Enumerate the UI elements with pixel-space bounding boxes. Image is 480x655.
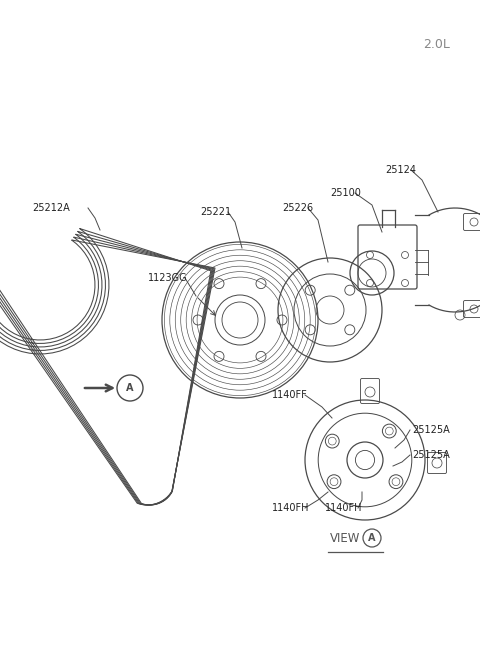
- Text: VIEW: VIEW: [330, 531, 360, 544]
- Text: 25212A: 25212A: [32, 203, 70, 213]
- Text: A: A: [368, 533, 376, 543]
- Text: 1140FF: 1140FF: [272, 390, 308, 400]
- Text: 25100: 25100: [330, 188, 361, 198]
- Text: 25125A: 25125A: [412, 450, 450, 460]
- Text: A: A: [126, 383, 134, 393]
- Text: 25226: 25226: [282, 203, 313, 213]
- Text: 1123GG: 1123GG: [148, 273, 188, 283]
- Text: 25124: 25124: [385, 165, 416, 175]
- Text: 1140FH: 1140FH: [272, 503, 310, 513]
- Text: 1140FH: 1140FH: [325, 503, 362, 513]
- Text: 25125A: 25125A: [412, 425, 450, 435]
- Text: 2.0L: 2.0L: [423, 38, 450, 51]
- Text: 25221: 25221: [200, 207, 231, 217]
